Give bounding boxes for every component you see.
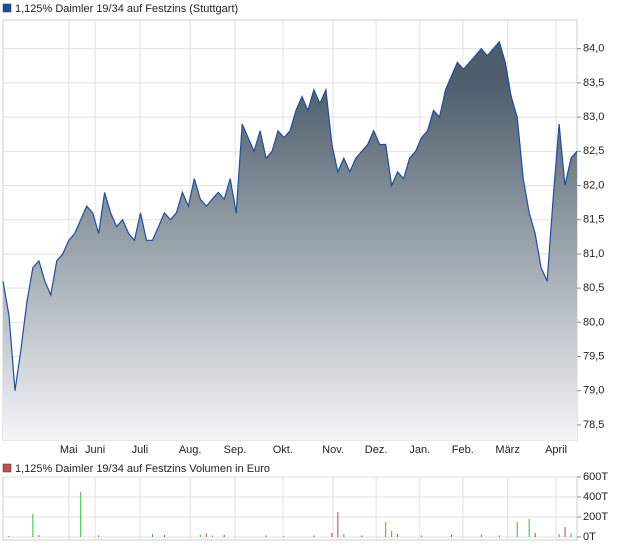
x-tick-label: Dez. [365,444,388,456]
volume-bar [283,536,285,537]
volume-bar [211,535,213,537]
volume-bar [38,535,40,537]
volume-bar [361,535,363,537]
y-tick-label: 82,5 [583,145,604,157]
volume-bar [480,534,482,537]
volume-bar [205,533,207,537]
x-tick-label: Sep. [224,444,247,456]
volume-bar [528,519,530,537]
volume-bar [151,534,153,537]
volume-bar [199,534,201,537]
volume-bar [343,534,345,537]
y-tick-label: 0T [583,531,596,543]
y-tick-label: 400T [583,491,608,503]
volume-bar [516,522,518,537]
volume-bar [98,535,100,537]
legend-label: 1,125% Daimler 19/34 auf Festzins Volume… [15,463,270,475]
volume-bar [163,535,165,537]
volume-bar [421,535,423,537]
x-tick-label: Aug. [179,444,202,456]
volume-bar [265,535,267,537]
legend-swatch [2,463,12,473]
volume-bar [570,533,572,537]
volume-bar [8,536,10,537]
y-tick-label: 600T [583,471,608,483]
volume-bar [385,522,387,537]
y-tick-label: 83,0 [583,111,604,123]
x-tick-label: Okt. [273,444,293,456]
y-tick-label: 79,5 [583,350,604,362]
volume-bar [223,535,225,537]
legend-label: 1,125% Daimler 19/34 auf Festzins (Stutt… [15,3,238,15]
y-tick-label: 78,5 [583,419,604,431]
x-tick-label: März [495,444,519,456]
x-tick-label: Jan. [409,444,430,456]
area [3,41,577,441]
y-tick-label: 82,0 [583,179,604,191]
volume-bar [558,534,560,537]
y-tick-label: 79,0 [583,385,604,397]
volume-bar [534,533,536,537]
volume-bar [450,535,452,537]
volume-bar [498,535,500,537]
x-tick-label: April [545,444,567,456]
legend-swatch [2,3,12,13]
volume-bar [391,531,393,537]
y-tick-label: 200T [583,511,608,523]
x-tick-label: Feb. [452,444,474,456]
y-tick-label: 81,5 [583,214,604,226]
line [2,40,578,391]
volume-bar [397,534,399,537]
y-tick-label: 81,0 [583,248,604,260]
volume-bar [337,512,339,537]
y-tick-label: 80,5 [583,282,604,294]
x-tick-label: Nov. [322,444,344,456]
volume-bar [32,514,34,537]
plot-frame [2,476,578,541]
volume-bar [331,533,333,537]
x-tick-label: Juni [85,444,105,456]
y-tick-label: 83,5 [583,77,604,89]
volume-bar [313,535,315,537]
y-tick-label: 84,0 [583,43,604,55]
volume-bar [564,527,566,537]
y-tick-label: 80,0 [583,316,604,328]
x-tick-label: Mai [60,444,78,456]
x-tick-label: Juli [132,444,149,456]
volume-bar [80,492,82,537]
